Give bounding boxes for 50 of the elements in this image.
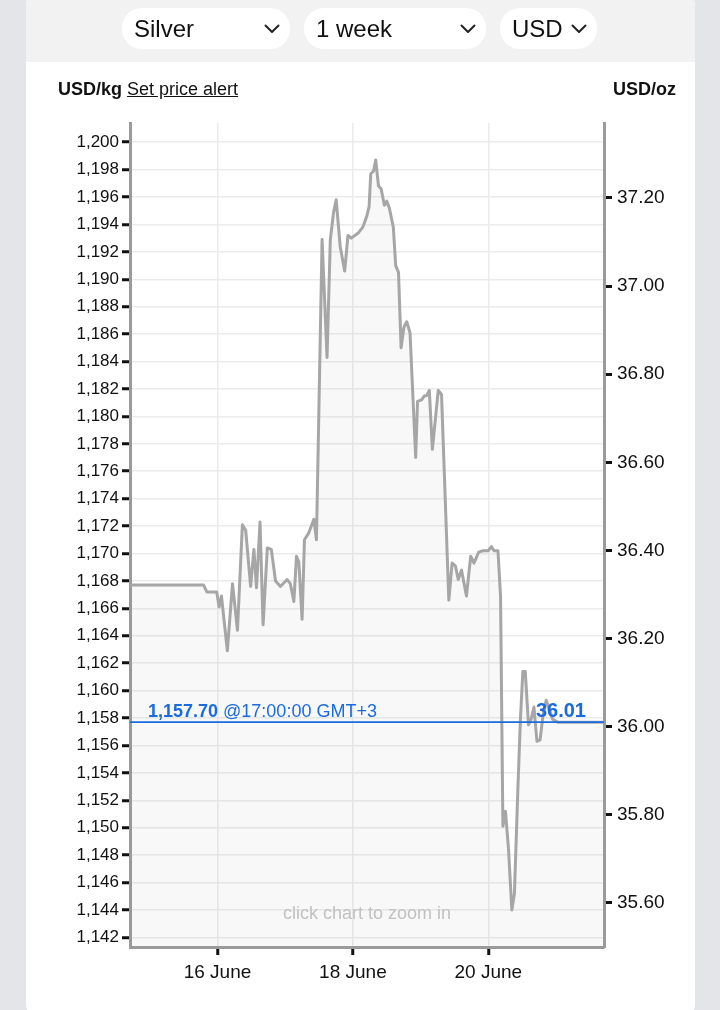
y2-tick-label: 35.60 — [617, 891, 665, 913]
y-tick-label: 1,198 — [76, 159, 119, 179]
y2-tick-label: 36.60 — [617, 450, 665, 472]
y-tick-label: 1,176 — [76, 460, 119, 480]
dropdown-field: USD — [500, 8, 597, 49]
y-tick-label: 1,150 — [76, 817, 119, 837]
y2-tick-label: 37.20 — [617, 186, 665, 208]
y-tick-label: 1,160 — [76, 680, 119, 700]
y2-tick-label: 36.00 — [617, 714, 665, 736]
y-tick-label: 1,182 — [76, 378, 119, 398]
y-tick-label: 1,168 — [76, 570, 119, 590]
y-tick-label: 1,146 — [76, 872, 119, 892]
y2-tick-label: 37.00 — [617, 274, 665, 296]
y-tick-label: 1,190 — [76, 268, 119, 288]
text: Set price alert — [127, 79, 239, 99]
y-tick-label: 1,186 — [76, 323, 119, 343]
y-tick-label: 1,184 — [76, 351, 119, 371]
y-tick-label: 1,194 — [76, 214, 119, 234]
y-tick-label: 1,166 — [76, 598, 119, 618]
y-tick-label: 1,170 — [76, 543, 119, 563]
y-tick-label: 1,174 — [76, 488, 119, 508]
y-tick-label: 1,158 — [76, 707, 119, 727]
dropdown-field: Silver — [122, 8, 290, 49]
y-tick-label: 1,188 — [76, 296, 119, 316]
y-axis-title: USD/kg — [58, 79, 123, 99]
dropdown-field: 1 week — [304, 8, 486, 49]
y-tick-label: 1,172 — [76, 515, 119, 535]
y-tick-label: 1,142 — [76, 927, 119, 947]
y2-tick-label: 36.40 — [617, 538, 665, 560]
y-tick-label: 1,200 — [76, 131, 119, 151]
y-tick-label: 1,144 — [76, 899, 119, 919]
ref-line-label: 1,157.70 @17:00:00 GMT+3 — [148, 701, 377, 722]
x-tick-label: 16 June — [183, 960, 252, 982]
y-tick-label: 1,196 — [76, 186, 119, 206]
y-tick-label: 1,148 — [76, 844, 119, 864]
annotation: 36.01 — [535, 699, 586, 722]
x-tick-label: 18 June — [319, 960, 387, 982]
x-tick-label: 20 June — [454, 960, 523, 982]
y-tick-label: 1,192 — [76, 241, 119, 261]
y-tick-label: 1,152 — [76, 789, 119, 809]
y2-tick-label: 36.20 — [617, 626, 665, 648]
y-tick-label: 1,178 — [76, 433, 119, 453]
y-tick-label: 1,180 — [76, 406, 119, 426]
y2-axis-title: USD/oz — [613, 78, 676, 100]
y2-tick-label: 35.80 — [617, 803, 665, 825]
y2-tick-label: 36.80 — [617, 362, 665, 384]
y-tick-label: 1,156 — [76, 735, 119, 755]
y-tick-label: 1,154 — [76, 762, 119, 782]
y-tick-label: 1,162 — [76, 652, 119, 672]
y-tick-label: 1,164 — [76, 625, 119, 645]
